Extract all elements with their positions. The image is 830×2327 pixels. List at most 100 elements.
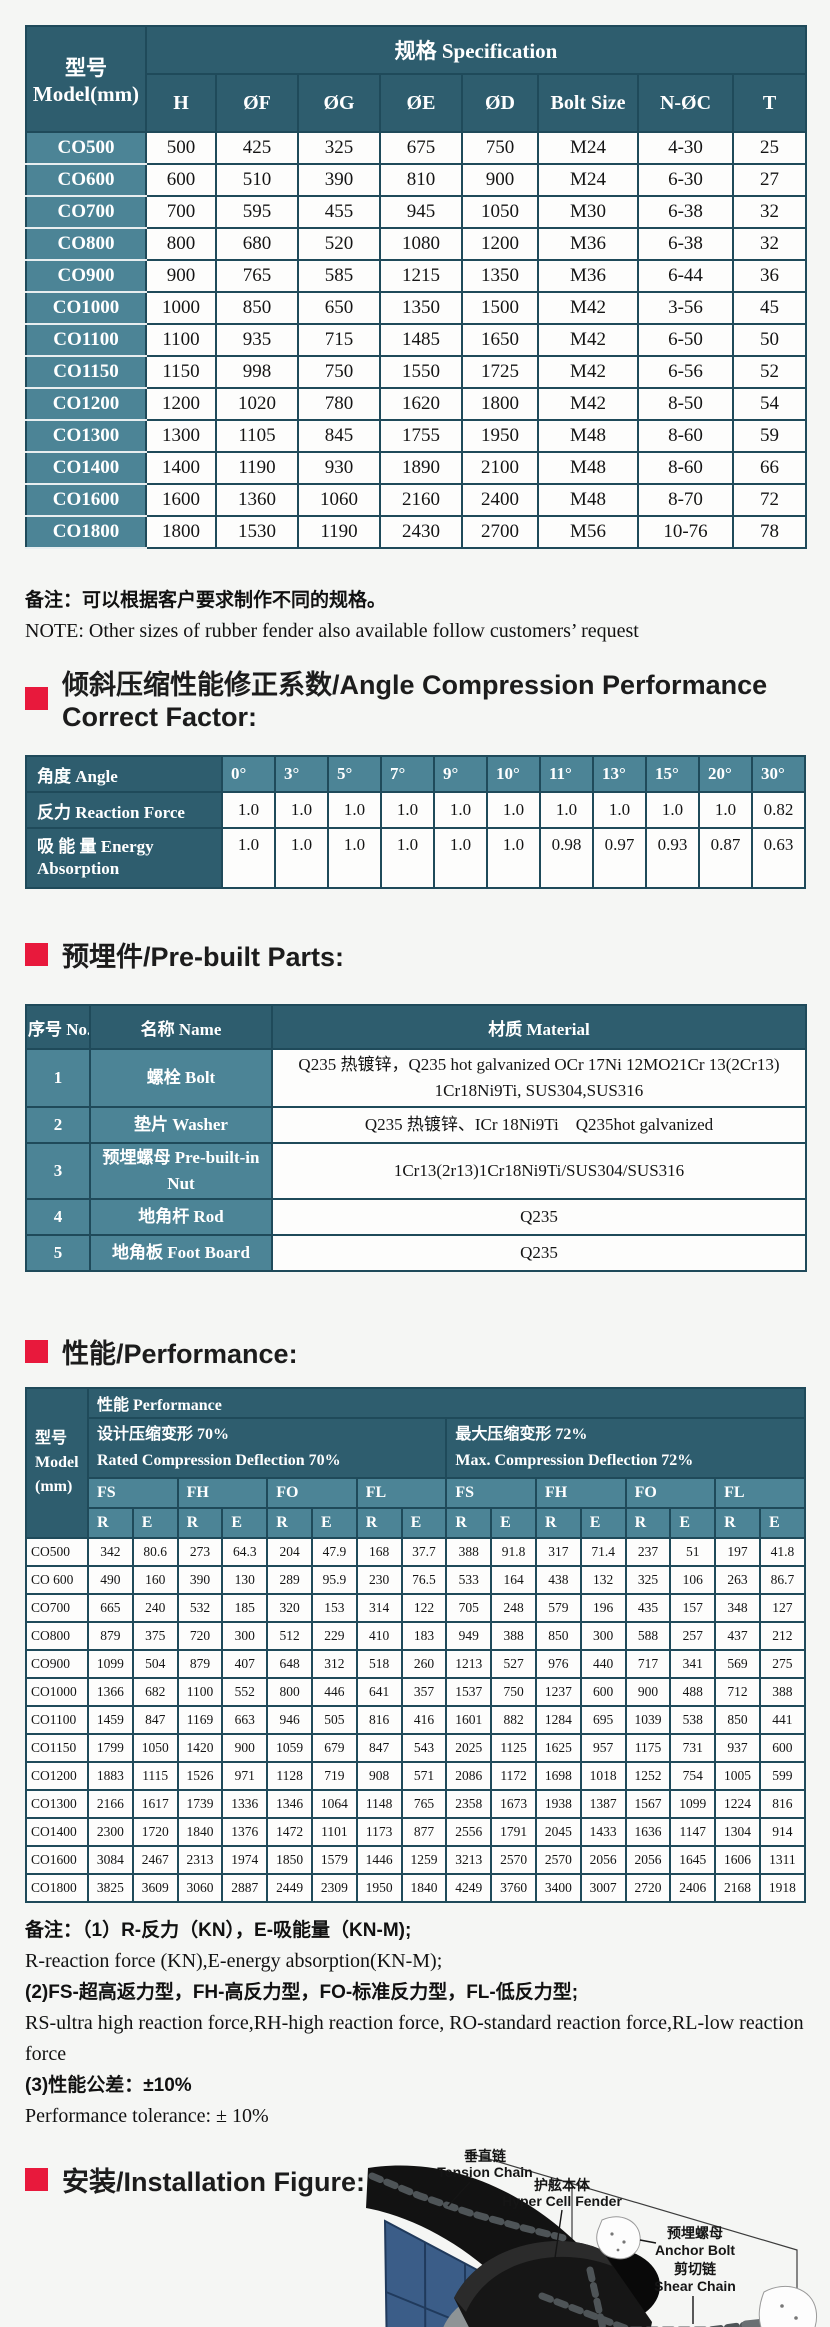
table-cell: 2100 [461,451,539,485]
table-cell: M42 [537,291,639,325]
angle-value-header: 11° [539,755,594,793]
table-cell: 388 [445,1537,493,1567]
table-cell: 1105 [215,419,299,453]
table-cell: 850 [215,291,299,325]
sub-header-e: E [758,1507,806,1539]
table-cell: 1376 [221,1817,269,1847]
column-header: ØF [215,73,299,133]
table-cell: 847 [131,1705,179,1735]
table-cell: 1840 [400,1873,448,1903]
sub-header-r: R [445,1507,493,1539]
table-cell: 1304 [714,1817,761,1847]
table-cell: 2168 [714,1873,761,1903]
table-cell: 122 [400,1593,448,1623]
table-cell: M48 [537,483,639,517]
table-cell: 1311 [758,1845,806,1875]
table-cell: 263 [714,1565,761,1595]
table-cell: M36 [537,227,639,261]
section-title: 预埋件/Pre-built Parts: [62,942,345,972]
model-cell: CO1800 [25,1873,89,1903]
table-row: 5 地角板 Foot Board Q235 [25,1234,807,1272]
table-cell: 2313 [176,1845,224,1875]
table-cell: 1.0 [539,791,594,829]
sub-header-e: E [490,1507,537,1539]
table-cell: 816 [758,1789,806,1819]
table-cell: 520 [297,227,381,261]
sub-header-r: R [624,1507,672,1539]
table-cell: 1526 [176,1761,224,1791]
table-cell: 1883 [87,1761,134,1791]
group-header-fo: FO [266,1477,358,1509]
table-cell: 518 [355,1649,403,1679]
table-cell: 390 [297,163,381,197]
table-cell: 1.0 [433,791,488,829]
part-number-cell: 2 [25,1106,91,1144]
table-cell: 6-38 [637,227,734,261]
performance-table-body: CO500 342 80.6 273 64.3 204 47.9 168 37.… [25,1537,806,1903]
table-cell: 45 [732,291,807,325]
column-header: ØE [379,73,463,133]
table-cell: 212 [758,1621,806,1651]
table-cell: 543 [400,1733,448,1763]
table-cell: 1472 [266,1817,313,1847]
table-cell: 1485 [379,323,463,357]
table-cell: 441 [758,1705,806,1735]
group-header-fs: FS [87,1477,179,1509]
model-cell: CO500 [25,1537,89,1567]
energy-label-line2: Absorption [37,859,120,878]
table-cell: 257 [669,1621,717,1651]
table-row: CO1000 1366 682 1100 552 800 446 641 357… [25,1677,806,1707]
max-header-en: Max. Compression Deflection 72% [455,1452,694,1469]
table-cell: 6-44 [637,259,734,293]
svg-text:剪切链: 剪切链 [674,2261,717,2277]
table-cell: 2160 [379,483,463,517]
shear-chain-shape [538,2292,750,2327]
part-material-cell: Q235 [271,1198,807,1236]
table-cell: 800 [145,227,217,261]
table-cell: 1550 [379,355,463,389]
table-cell: 1720 [131,1817,179,1847]
table-cell: 850 [534,1621,582,1651]
table-cell: 1252 [624,1761,672,1791]
table-cell: 750 [490,1677,537,1707]
table-cell: 3060 [176,1873,224,1903]
sub-header-r: R [87,1507,134,1539]
table-cell: 882 [490,1705,537,1735]
part-material-cell: Q235 [271,1234,807,1272]
group-header-fl: FL [355,1477,448,1509]
table-cell: 765 [215,259,299,293]
model-cell: CO1600 [25,483,147,517]
table-cell: 500 [145,131,217,165]
table-cell: 1039 [624,1705,672,1735]
prebuilt-parts-table: 序号 No. 名称 Name 材质 Material 1 螺栓 Bolt Q23… [25,1004,807,1272]
weight-chain-shape [586,2266,607,2327]
table-cell: 204 [266,1537,313,1567]
table-cell: 342 [87,1537,134,1567]
table-cell: 579 [534,1593,582,1623]
sub-header-e: E [400,1507,448,1539]
table-cell: 325 [624,1565,672,1595]
table-cell: 700 [145,195,217,229]
table-cell: 416 [400,1705,448,1735]
table-cell: 95.9 [310,1565,358,1595]
table-cell: 1099 [669,1789,717,1819]
table-cell: 273 [176,1537,224,1567]
table-cell: 1739 [176,1789,224,1819]
sub-header-r: R [266,1507,313,1539]
table-cell: 8-60 [637,451,734,485]
table-cell: 1101 [310,1817,358,1847]
table-cell: 1200 [145,387,217,421]
table-cell: 300 [579,1621,627,1651]
table-cell: 571 [400,1761,448,1791]
table-cell: 388 [490,1621,537,1651]
section-heading-installation: 安装/Installation Figure: [25,2160,365,2199]
table-cell: 527 [490,1649,537,1679]
table-cell: 1.0 [221,791,276,829]
table-cell: M30 [537,195,639,229]
table-cell: 1400 [145,451,217,485]
rated-header-zh: 设计压缩变形 70% [97,1426,230,1443]
table-cell: 810 [379,163,463,197]
table-cell: 4249 [445,1873,493,1903]
table-cell: 1500 [461,291,539,325]
